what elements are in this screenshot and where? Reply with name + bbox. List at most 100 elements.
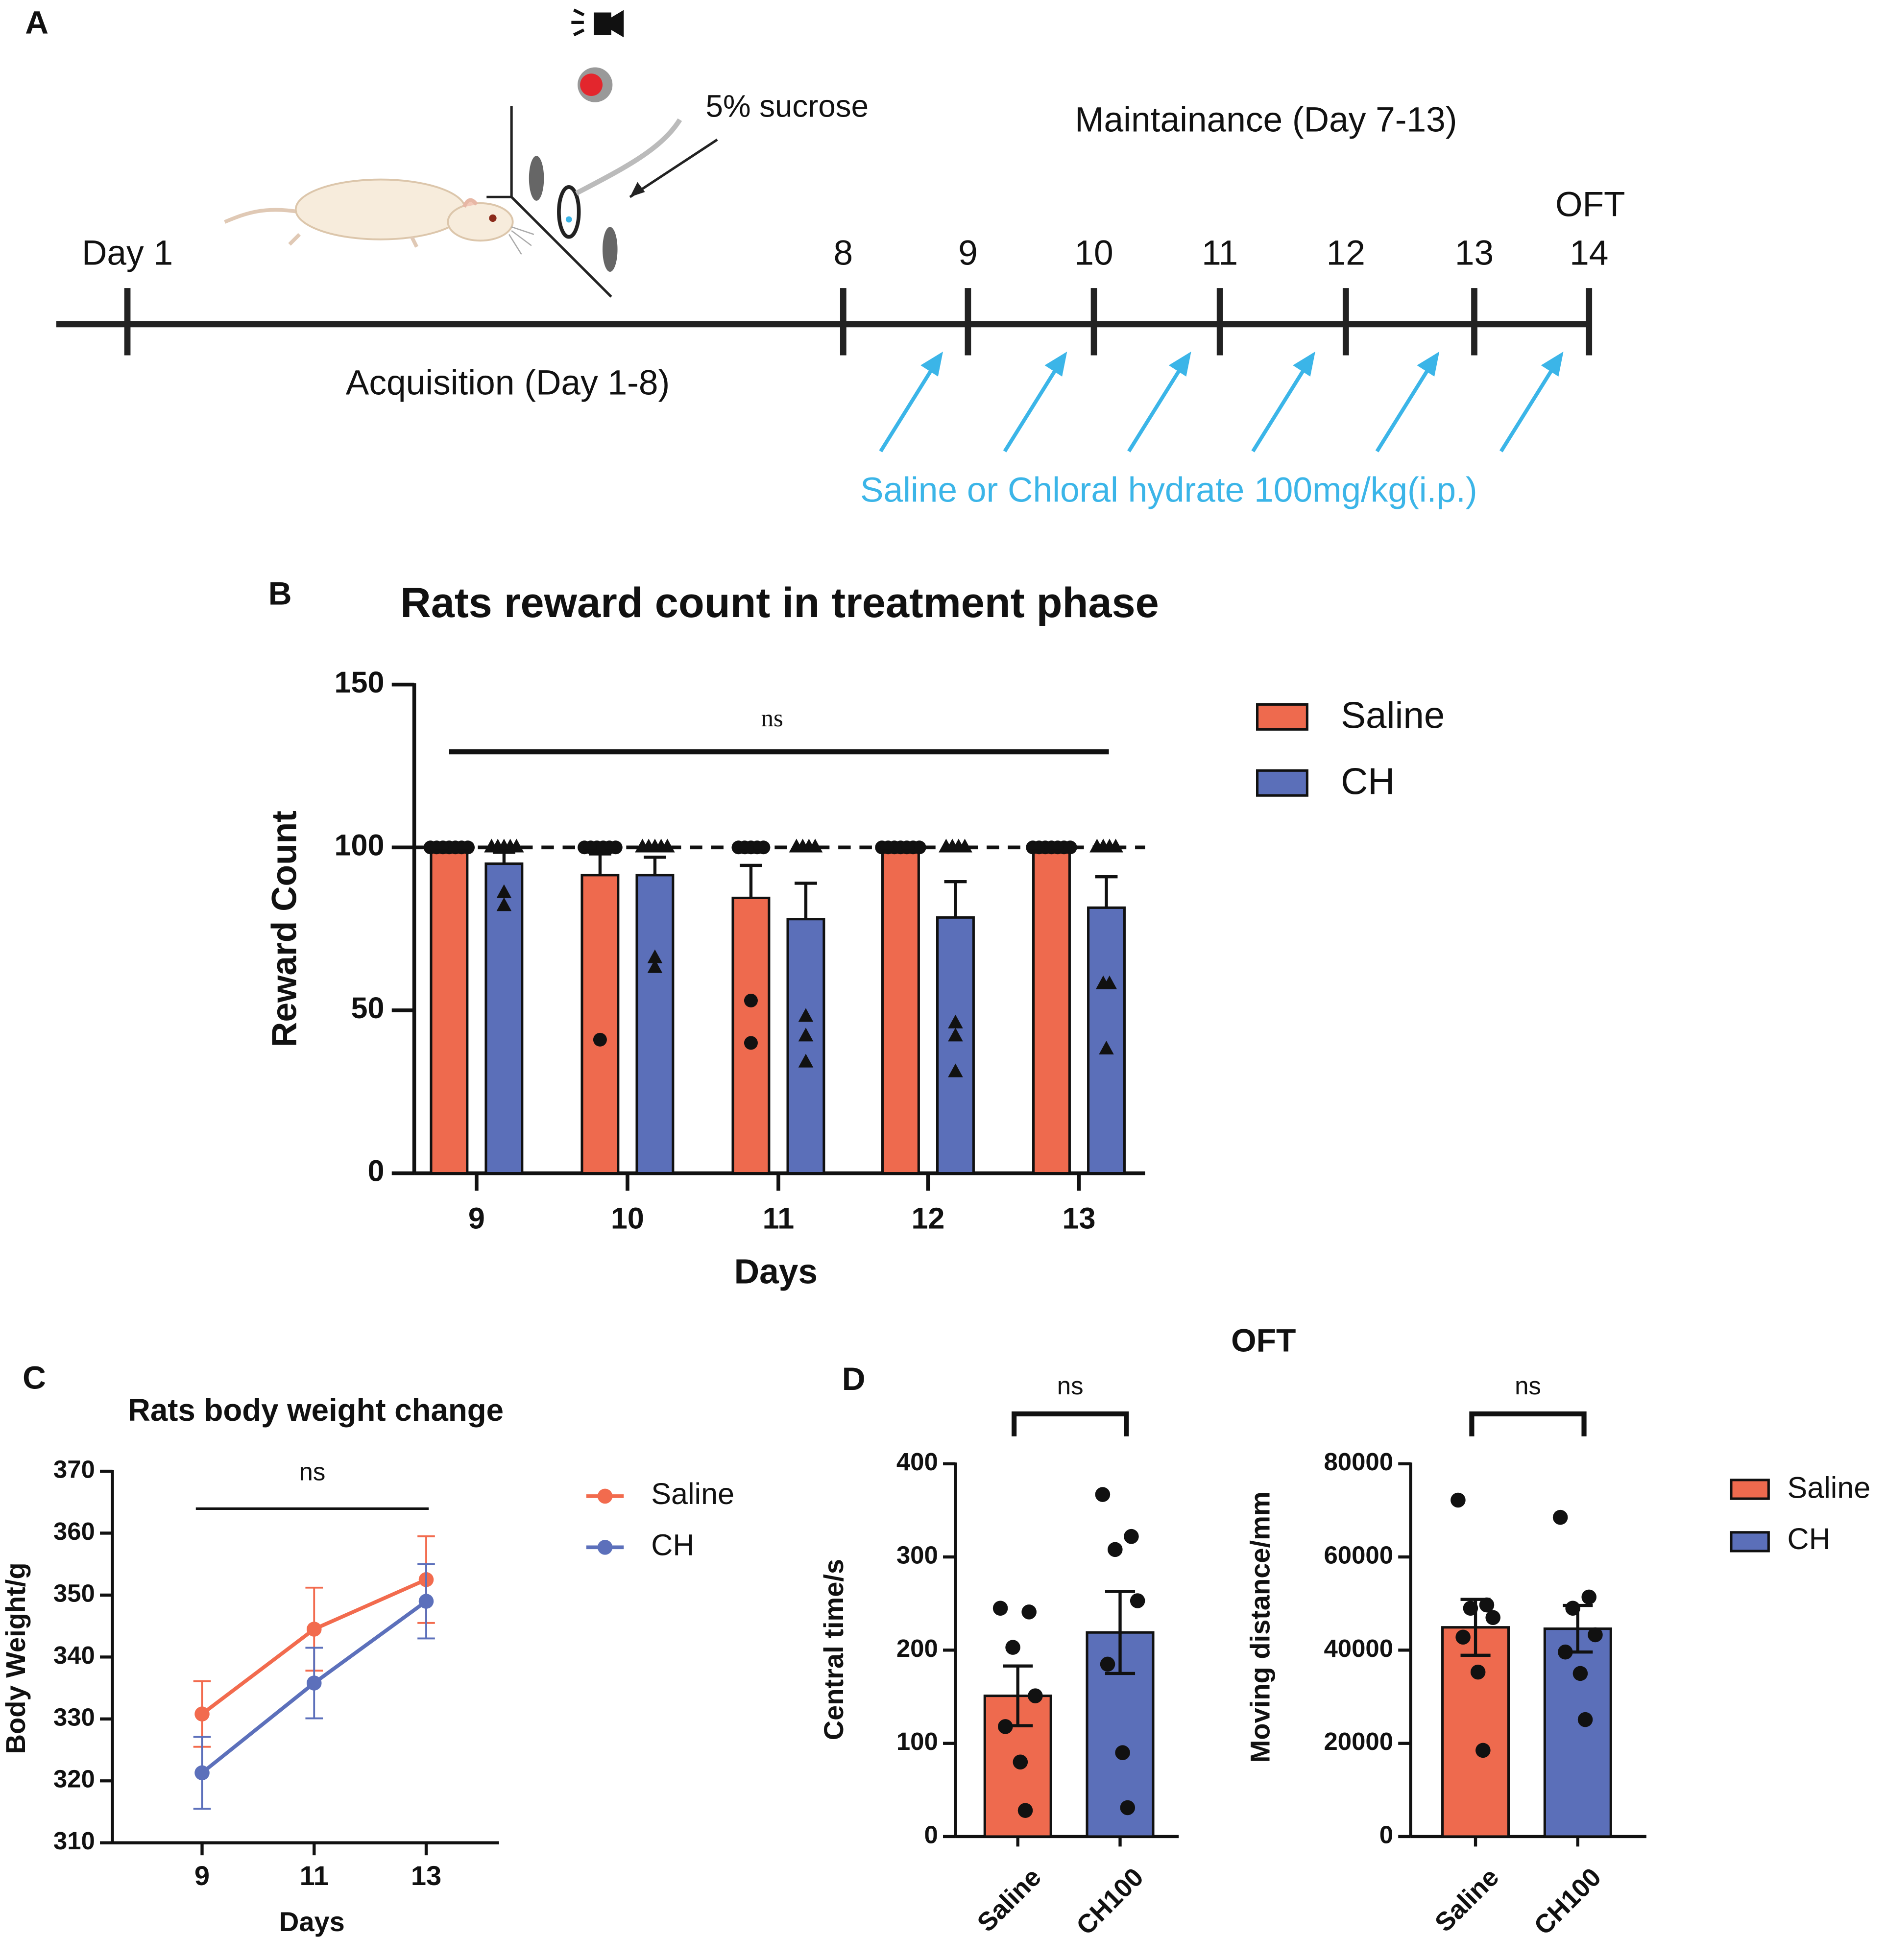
data-point bbox=[912, 840, 926, 855]
legend-label: CH bbox=[1788, 1522, 1831, 1555]
injection-arrowhead bbox=[920, 351, 943, 377]
x-tick-label: 10 bbox=[611, 1201, 644, 1235]
data-point bbox=[1581, 1589, 1596, 1605]
legend-marker bbox=[597, 1540, 613, 1555]
x-tick-label: 13 bbox=[1063, 1201, 1096, 1235]
panel-label: D bbox=[842, 1361, 866, 1397]
injection-arrow bbox=[879, 364, 936, 453]
bar bbox=[580, 874, 620, 1175]
legend-swatch bbox=[1730, 1479, 1770, 1500]
x-tick-label: 9 bbox=[194, 1860, 210, 1891]
data-point bbox=[1588, 1627, 1603, 1643]
bar bbox=[1441, 1626, 1510, 1838]
data-point bbox=[1124, 1529, 1139, 1544]
data-point bbox=[1021, 1604, 1037, 1620]
injection-arrow bbox=[1499, 364, 1556, 453]
y-tick-label: 20000 bbox=[1324, 1727, 1393, 1755]
data-point bbox=[1120, 1800, 1136, 1816]
legend-marker bbox=[597, 1488, 613, 1504]
y-tick-label: 370 bbox=[53, 1455, 95, 1483]
x-axis-label: Days bbox=[279, 1906, 345, 1937]
bar bbox=[936, 916, 975, 1175]
y-tick-label: 350 bbox=[53, 1579, 95, 1607]
data-point bbox=[496, 884, 512, 898]
y-tick-label: 40000 bbox=[1324, 1634, 1393, 1662]
day-label: 8 bbox=[834, 234, 853, 273]
y-tick-label: 340 bbox=[53, 1641, 95, 1669]
data-point bbox=[1577, 1712, 1593, 1727]
y-tick-label: 360 bbox=[53, 1517, 95, 1545]
chart-title: Rats reward count in treatment phase bbox=[400, 579, 1159, 626]
data-point bbox=[1451, 1492, 1466, 1508]
data-point bbox=[647, 959, 663, 973]
panel-label: B bbox=[268, 575, 292, 612]
data-point bbox=[798, 1008, 814, 1022]
bar bbox=[786, 918, 825, 1175]
injection-arrowhead bbox=[1417, 351, 1440, 377]
x-tick-label: 11 bbox=[763, 1201, 795, 1235]
group-title: OFT bbox=[1231, 1322, 1296, 1359]
bar bbox=[635, 874, 675, 1175]
data-point bbox=[1485, 1610, 1500, 1625]
data-point bbox=[1102, 975, 1117, 989]
end-label: OFT bbox=[1555, 185, 1625, 224]
data-point bbox=[418, 1594, 434, 1609]
bar bbox=[881, 846, 920, 1175]
injection-arrow bbox=[1251, 364, 1308, 453]
data-point bbox=[647, 949, 663, 963]
significance-bracket bbox=[1469, 1411, 1587, 1436]
legend-label: Saline bbox=[1341, 695, 1445, 737]
data-point bbox=[948, 1014, 963, 1028]
data-point bbox=[1552, 1509, 1568, 1525]
data-point bbox=[744, 1036, 758, 1050]
day-label: 11 bbox=[1202, 234, 1238, 273]
bar bbox=[1032, 846, 1071, 1175]
bar bbox=[1543, 1627, 1612, 1838]
bar bbox=[484, 862, 524, 1175]
y-axis-label: Body Weight/g bbox=[0, 1562, 31, 1754]
y-tick-label: 0 bbox=[924, 1820, 938, 1848]
data-point bbox=[992, 1601, 1008, 1616]
data-point bbox=[1565, 1601, 1580, 1616]
y-tick-label: 0 bbox=[368, 1154, 385, 1188]
data-point bbox=[1013, 1754, 1028, 1770]
y-tick-label: 60000 bbox=[1324, 1541, 1393, 1569]
y-tick-label: 50 bbox=[351, 991, 385, 1025]
injection-arrowhead bbox=[1044, 351, 1067, 377]
significance-label: ns bbox=[761, 705, 783, 732]
y-axis-label: Reward Count bbox=[265, 811, 304, 1047]
injection-arrow bbox=[1375, 364, 1432, 453]
y-tick-label: 330 bbox=[53, 1703, 95, 1731]
legend-swatch bbox=[1256, 769, 1308, 797]
x-tick-label: 12 bbox=[911, 1201, 944, 1235]
data-point bbox=[1017, 1803, 1033, 1818]
x-axis-label: Days bbox=[734, 1252, 818, 1291]
y-axis-label: Central time/s bbox=[818, 1559, 849, 1740]
data-point bbox=[1095, 1487, 1111, 1502]
significance-bracket bbox=[1012, 1411, 1129, 1436]
day-label: 9 bbox=[958, 234, 978, 273]
data-point bbox=[1455, 1629, 1471, 1645]
significance-label: ns bbox=[1057, 1372, 1084, 1400]
data-point bbox=[306, 1622, 322, 1637]
data-point bbox=[998, 1719, 1013, 1734]
data-point bbox=[194, 1706, 210, 1721]
bar bbox=[430, 846, 469, 1175]
injection-arrowhead bbox=[1541, 351, 1564, 377]
y-tick-label: 200 bbox=[896, 1634, 938, 1662]
x-tick-label: 11 bbox=[300, 1860, 329, 1891]
day-label: Day 1 bbox=[82, 234, 173, 273]
significance-label: ns bbox=[1515, 1372, 1541, 1400]
data-point bbox=[1479, 1597, 1495, 1613]
injection-arrow bbox=[1127, 364, 1185, 453]
day-label: 12 bbox=[1327, 234, 1365, 273]
data-point bbox=[1130, 1593, 1145, 1608]
day-label: 13 bbox=[1455, 234, 1494, 273]
y-tick-label: 0 bbox=[1379, 1820, 1393, 1848]
stimulus-label: 5% sucrose bbox=[706, 89, 869, 123]
injection-arrowhead bbox=[1168, 351, 1191, 377]
panel-label: A bbox=[25, 4, 48, 41]
injection-arrowhead bbox=[1293, 351, 1315, 377]
data-point bbox=[194, 1765, 210, 1781]
data-point bbox=[1100, 1656, 1115, 1672]
